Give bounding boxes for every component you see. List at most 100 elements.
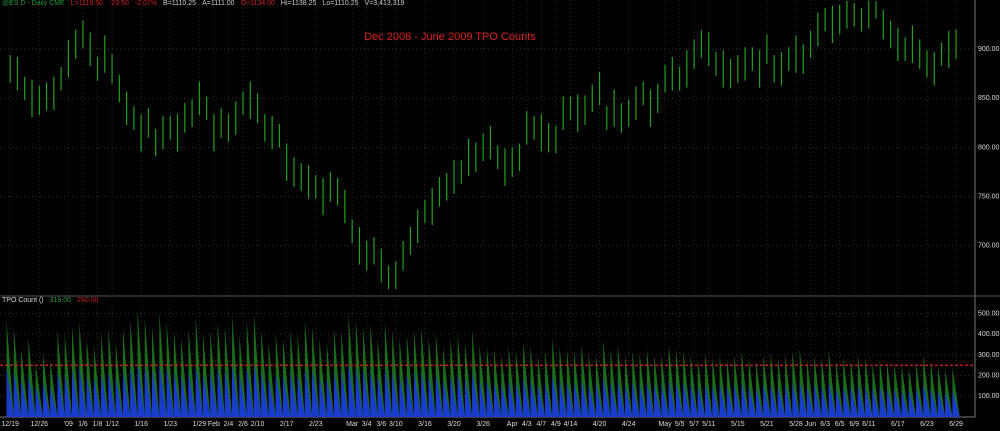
panel-title: TPO Count ()	[2, 297, 44, 304]
tpo-bar	[144, 365, 153, 417]
y-tick-label: 300.00	[978, 352, 1000, 359]
tpo-bar	[588, 383, 596, 417]
tpo-bar	[363, 369, 371, 417]
header-item: L=1118.50	[70, 0, 103, 7]
tpo-bar	[21, 379, 29, 417]
tpo-bar	[610, 381, 618, 417]
tpo-bar	[268, 377, 276, 417]
x-tick-label: 5/5	[675, 421, 685, 428]
tpo-bar	[857, 383, 866, 417]
tpo-bar	[290, 371, 298, 417]
y-tick-label: 400.00	[978, 331, 1000, 338]
tpo-bar	[137, 363, 145, 417]
tpo-bar	[581, 379, 589, 417]
y-tick-label: 750.00	[978, 194, 1000, 201]
x-tick-label: 12/26	[31, 421, 49, 428]
y-tick-label: 900.00	[978, 46, 1000, 53]
tpo-bar	[210, 371, 218, 417]
tpo-bar	[224, 369, 233, 417]
tpo-bar	[304, 367, 313, 417]
x-tick-label: 1/8	[93, 421, 103, 428]
tpo-bar	[865, 385, 873, 417]
tpo-bar	[901, 390, 909, 417]
tpo-bar	[319, 375, 327, 417]
x-tick-label: 1/12	[105, 421, 119, 428]
tpo-bar	[181, 375, 189, 417]
x-tick-label: 1/6	[78, 421, 88, 428]
x-tick-label: May	[658, 421, 672, 428]
tpo-bar	[916, 388, 924, 417]
tpo-bar	[777, 385, 786, 417]
x-tick-label: 2/6	[238, 421, 248, 428]
tpo-bar	[814, 383, 822, 417]
tpo-bar	[923, 383, 931, 417]
tpo-bar	[544, 381, 553, 417]
tpo-header: TPO Count () 319.00 250.00	[2, 297, 98, 304]
x-tick-label: 5/11	[702, 421, 715, 428]
x-tick-label: 5/15	[731, 421, 745, 428]
x-tick-label: Jun	[805, 421, 816, 428]
x-tick-label: 6/9	[849, 421, 859, 428]
tpo-bar	[108, 371, 116, 417]
tpo-bar	[952, 390, 960, 417]
x-tick-label: 1/29	[193, 421, 207, 428]
header-item: O=1134.00	[240, 0, 275, 7]
header-item: -23.50	[108, 0, 129, 7]
tpo-bar	[632, 381, 640, 417]
chart-title: Dec 2008 - June 2009 TPO Counts	[364, 31, 536, 43]
tpo-bar	[203, 373, 211, 417]
tpo-bar	[283, 375, 291, 417]
header-item: Hi=1138.25	[280, 0, 317, 7]
tpo-bar	[770, 383, 778, 417]
tpo-bar	[785, 383, 793, 417]
tpo-bar	[806, 385, 815, 417]
tpo-bar	[821, 385, 829, 417]
tpo-bar	[159, 363, 167, 417]
tpo-bar	[836, 388, 844, 417]
tpo-bar	[843, 385, 851, 417]
tpo-bar	[523, 377, 531, 417]
tpo-bar	[28, 375, 36, 417]
tpo-bar	[428, 375, 436, 417]
tpo-bar	[6, 367, 14, 417]
x-tick-label: 6/5	[835, 421, 845, 428]
tpo-bar	[741, 381, 749, 417]
x-tick-label: 3/26	[476, 421, 490, 428]
x-tick-label: 5/21	[760, 421, 774, 428]
y-tick-label: 700.00	[978, 243, 1000, 250]
tpo-bar	[617, 379, 626, 417]
tpo-bar	[414, 371, 422, 417]
tpo-bar	[392, 371, 400, 417]
tpo-bar	[690, 383, 698, 417]
tpo-bar	[879, 385, 887, 417]
x-tick-label: 6/11	[862, 421, 875, 428]
tpo-bar	[188, 371, 196, 417]
reading: 319.00	[49, 297, 72, 304]
tpo-bar	[326, 377, 334, 417]
tpo-bar	[435, 373, 444, 417]
tpo-bar	[246, 367, 254, 417]
tpo-bar	[355, 367, 364, 417]
x-tick-label: 12/19	[1, 421, 19, 428]
tpo-bar	[515, 381, 524, 417]
tpo-bar	[122, 371, 131, 417]
tpo-bar	[850, 385, 858, 417]
tpo-bar	[719, 383, 727, 417]
y-tick-label: 850.00	[978, 95, 1000, 102]
x-tick-label: 3/16	[418, 421, 432, 428]
x-tick-label: 6/17	[891, 421, 905, 428]
tpo-bar	[945, 392, 953, 417]
tpo-bar	[501, 383, 509, 417]
tpo-bar	[333, 371, 342, 417]
x-tick-label: 4/24	[622, 421, 636, 428]
header-item: A=1111.00	[202, 0, 235, 7]
header-item: -2.07%	[134, 0, 158, 7]
tpo-bar	[683, 381, 691, 417]
tpo-bar	[406, 373, 415, 417]
tpo-bar	[341, 371, 349, 417]
header-item: V=3,413,319	[364, 0, 405, 7]
tpo-bar	[57, 371, 65, 417]
tpo-bar	[312, 369, 320, 417]
tpo-bar	[763, 383, 771, 417]
